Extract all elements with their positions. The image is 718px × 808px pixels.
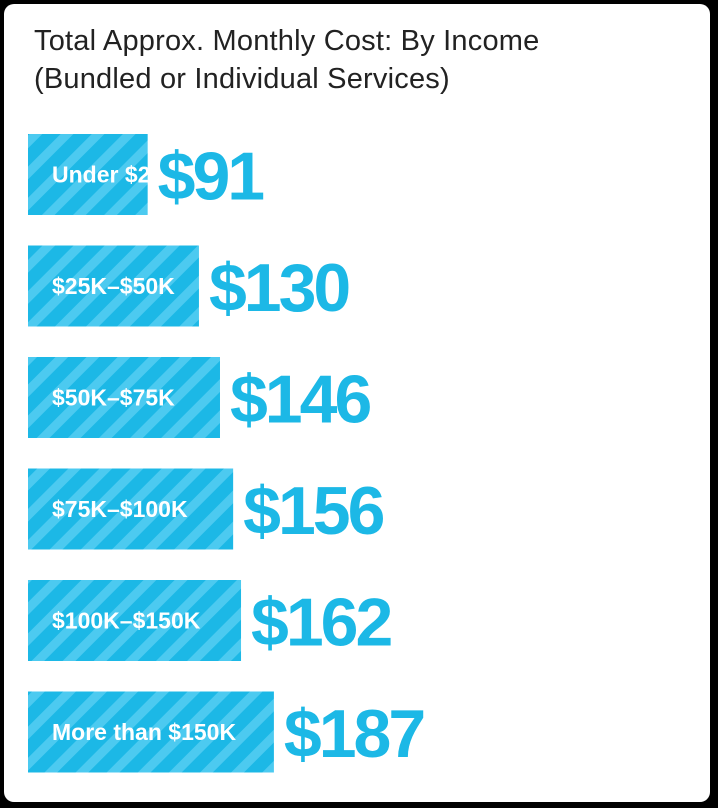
bar-value-label: $130	[209, 250, 349, 326]
bar-value-label: $162	[251, 585, 391, 661]
bar-group: $100K–$150K $162	[28, 580, 394, 661]
bar-group: $25K–$50K $130	[28, 245, 352, 327]
bar-category-label: $75K–$100K	[52, 496, 188, 522]
bar	[28, 468, 234, 550]
chart-title: Total Approx. Monthly Cost: By Income (B…	[34, 22, 539, 98]
bar-category-label: $100K–$150K	[52, 608, 201, 634]
bar-chart: Under $25K$91$25K–$50K $130$50K–$75K $146$…	[28, 134, 426, 773]
bar-value-label: $91	[158, 139, 264, 215]
bar-value-label: $146	[230, 362, 370, 438]
bar	[28, 580, 242, 661]
bar-group: Under $25K$91	[28, 134, 266, 215]
chart-title-line-1: Total Approx. Monthly Cost: By Income	[34, 25, 540, 57]
bar-category-label: $25K–$50K	[52, 273, 175, 299]
bar	[28, 134, 148, 215]
bar-category-label: Under $25K	[52, 162, 180, 188]
bar-value-label: $187	[284, 696, 423, 772]
chart-title-line-2: (Bundled or Individual Services)	[34, 63, 450, 95]
bar-group: More than $150K $187	[28, 691, 426, 773]
bar	[28, 357, 220, 438]
chart-card: Total Approx. Monthly Cost: By Income (B…	[4, 4, 710, 802]
bar	[28, 245, 199, 327]
bar-value-label: $156	[243, 473, 383, 549]
bar-group: $75K–$100K $156	[28, 468, 387, 550]
bar-group: $50K–$75K $146	[28, 357, 373, 438]
bar-category-label: More than $150K	[52, 719, 236, 745]
bar-category-label: $50K–$75K	[52, 385, 175, 411]
bar	[28, 691, 274, 773]
